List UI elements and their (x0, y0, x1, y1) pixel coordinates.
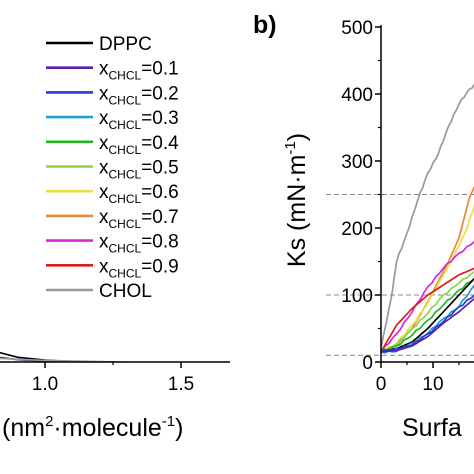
legend-label: xCHCL=0.4 (99, 133, 179, 157)
legend-item: xCHCL=0.6 (46, 182, 179, 206)
legend-item: xCHCL=0.3 (46, 108, 179, 132)
panel-b-y-tick-label: 500 (341, 18, 373, 39)
legend-label: xCHCL=0.8 (99, 232, 179, 256)
panel-b-series-line-9 (381, 294, 474, 353)
panel-b-label: b) (253, 11, 277, 39)
legend-item: xCHCL=0.4 (46, 133, 179, 157)
legend: DPPC xCHCL=0.1xCHCL=0.2xCHCL=0.3xCHCL=0.4… (46, 34, 179, 302)
panel-b-x-tick-label: 10 (422, 374, 443, 395)
legend-label: xCHCL=0.9 (99, 256, 179, 280)
legend-label: DPPC (99, 34, 152, 55)
panel-b-y-tick-label: 0 (362, 353, 373, 374)
panel-b-series-line-0 (381, 83, 474, 349)
legend-item: CHOL (46, 281, 152, 302)
legend-label: CHOL (99, 281, 152, 302)
panel-b-x-axis-title: Surfa (402, 414, 462, 442)
legend-label: xCHCL=0.1 (99, 59, 179, 83)
panel-b-series-line-5 (381, 270, 474, 353)
legend-item: DPPC (46, 34, 152, 55)
panel-a-x-axis-title: (nm2·molecule-1) (2, 413, 183, 442)
legend-item: xCHCL=0.5 (46, 158, 179, 182)
legend-label: xCHCL=0.2 (99, 83, 179, 107)
legend-item: xCHCL=0.7 (46, 207, 179, 231)
legend-label: xCHCL=0.6 (99, 182, 179, 206)
legend-label: xCHCL=0.3 (99, 108, 179, 132)
panel-b-series-line-4 (381, 267, 474, 353)
panel-b: b) 0 100 200 300 400 500 0 10 Ks (mN·m-1) Surfa (253, 11, 474, 442)
legend-label: xCHCL=0.5 (99, 158, 179, 182)
panel-b-y-tick-label: 100 (341, 286, 373, 307)
legend-item: xCHCL=0.9 (46, 256, 179, 280)
panel-b-y-tick-label: 200 (341, 219, 373, 240)
panel-b-series-line-6 (381, 277, 474, 353)
legend-item: xCHCL=0.2 (46, 83, 179, 107)
panel-b-series-line-10 (381, 297, 474, 353)
panel-b-y-tick-label: 300 (341, 152, 373, 173)
panel-a-series (0, 351, 127, 362)
panel-a: 1.0 1.5(nm2·molecule-1)DPPCxCHCL=0.1xCHCL… (0, 34, 230, 442)
panel-b-series (381, 83, 474, 354)
legend-label: xCHCL=0.7 (99, 207, 179, 231)
panel-a-x-tick-label: 1.5 (168, 374, 194, 395)
panel-a-series-line-0 (0, 351, 73, 362)
panel-b-y-tick-label: 400 (341, 85, 373, 106)
panel-b-y-axis-title: Ks (mN·m-1) (282, 133, 311, 267)
legend-item: xCHCL=0.1 (46, 59, 179, 83)
panel-a-x-tick-label: 1.0 (32, 374, 58, 395)
legend-item: xCHCL=0.8 (46, 232, 179, 256)
panel-b-series-line-3 (381, 240, 474, 353)
panel-b-x-tick-label: 0 (376, 374, 387, 395)
